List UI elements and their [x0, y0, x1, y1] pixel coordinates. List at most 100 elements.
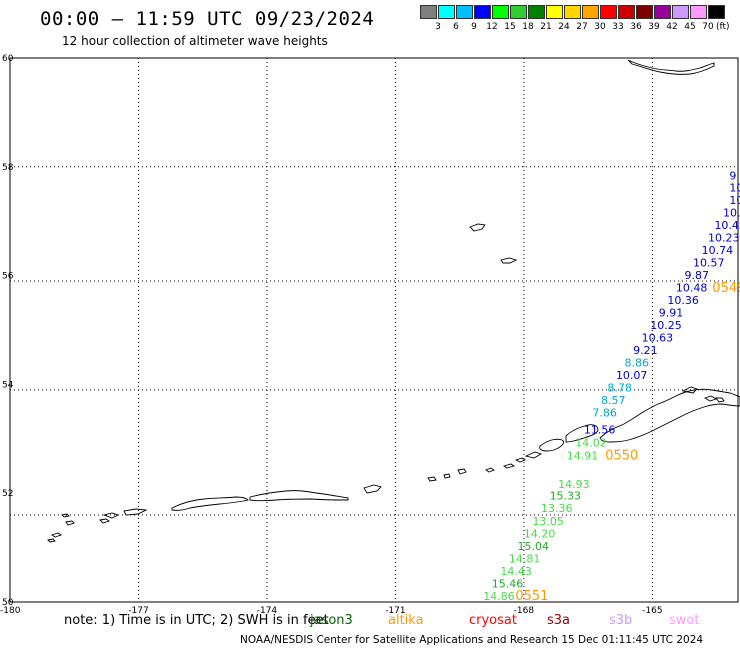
legend-tick-label: 12	[486, 22, 498, 32]
wave-height-value: 14.93	[558, 478, 590, 491]
coastline-islands-of-four-mountains	[427, 468, 467, 482]
legend-tick-label: 9	[471, 22, 477, 32]
wave-height-value: 10.48	[676, 281, 708, 294]
wave-height-value: 8.86	[625, 356, 650, 369]
wave-height-value: 8.78	[607, 381, 632, 394]
legend-tick-label: 3	[435, 22, 441, 32]
wave-height-value: 9.91	[659, 306, 684, 319]
satellite-label: swot	[669, 613, 700, 628]
coastline	[47, 59, 740, 543]
legend-tick-label: 15	[504, 22, 516, 32]
longitude-label: -174	[257, 606, 278, 616]
satellite-label: altika	[388, 613, 424, 628]
coastline-alaska-peninsula	[599, 388, 740, 443]
wave-height-value: 10.25	[650, 319, 682, 332]
coastline-andreanof	[363, 484, 382, 494]
legend-unit: (ft)	[716, 22, 730, 32]
satellite-label: s3a	[547, 613, 571, 628]
legend-swatch	[546, 5, 563, 19]
wave-height-value: 9.21	[633, 344, 658, 357]
wave-height-value: 10.	[729, 181, 740, 194]
satellite-label: cryosat	[469, 613, 517, 628]
wave-height-value: 15.46	[492, 577, 524, 590]
wave-height-value: 14.86	[483, 590, 515, 603]
wave-height-value: 15.04	[517, 540, 549, 553]
legend-swatch	[510, 5, 527, 19]
longitude-label: -165	[642, 606, 662, 616]
latitude-label: 60	[2, 54, 14, 64]
legend-swatch	[492, 5, 509, 19]
wave-height-value: 10.63	[642, 331, 674, 344]
latitude-label: 54	[2, 380, 14, 390]
wave-height-value: 10.5	[729, 194, 740, 207]
latitude-label: 52	[2, 489, 13, 499]
wave-height-value: 14.02	[575, 436, 607, 449]
wave-height-value: 7.86	[592, 406, 617, 419]
footer-credit: NOAA/NESDIS Center for Satellite Applica…	[240, 634, 704, 646]
legend-swatch	[420, 5, 437, 19]
wave-height-value: 13.36	[541, 502, 573, 515]
pass-time-label: 0551	[515, 589, 548, 604]
color-legend: 3 6 9 12 15 18 21 24 27 30 33 36 39 42 45 70 (ft)	[420, 5, 730, 35]
map-grid: 60 58 56 54 52 50-180 -177 -174 -171 -168 -165	[0, 54, 739, 616]
coastline-unalaska	[565, 424, 599, 443]
longitude-label: -177	[128, 606, 148, 616]
longitude-label: -168	[514, 606, 535, 616]
legend-tick-label: 39	[648, 22, 660, 32]
legend-tick-label: 33	[612, 22, 624, 32]
legend-tick-label: 36	[630, 22, 642, 32]
legend-swatch	[654, 5, 671, 19]
legend-tick-label: 27	[576, 22, 588, 32]
wave-height-value: 14.91	[567, 449, 599, 462]
wave-height-value: 10.74	[702, 244, 734, 257]
legend-tick-label: 42	[666, 22, 678, 32]
legend-tick-label: 30	[594, 22, 606, 32]
latitude-label: 58	[2, 163, 14, 173]
coastline-umnak	[539, 438, 565, 452]
legend-tick-label: 21	[540, 22, 552, 32]
wave-height-value: 10.36	[667, 294, 699, 307]
coastline-western-chain	[171, 496, 249, 511]
wave-height-value: 9.87	[684, 269, 709, 282]
legend-swatch	[456, 5, 473, 19]
coastline-st-paul-island	[469, 223, 486, 232]
legend-swatch	[618, 5, 635, 19]
legend-tick-label: 70	[702, 22, 714, 32]
wave-height-value: 11.56	[584, 423, 616, 436]
wave-height-value: 9	[729, 169, 736, 182]
legend-swatch	[438, 5, 455, 19]
wave-height-value: 10.43	[714, 219, 740, 232]
latitude-label: 50	[2, 598, 14, 608]
legend-swatch	[636, 5, 653, 19]
chart-title: 00:00 – 11:59 UTC 09/23/2024	[40, 8, 375, 30]
pass-time-label: 0549	[712, 281, 740, 296]
coastline-rat-near-islands	[249, 490, 349, 502]
legend-tick-label: 6	[453, 22, 459, 32]
longitude-label: -171	[385, 606, 405, 616]
legend-tick-label: 18	[522, 22, 534, 32]
wave-height-value: 14.20	[524, 527, 556, 540]
wave-height-value: 13.05	[532, 515, 564, 528]
coastline-peninsula-islets	[681, 386, 725, 403]
wave-height-value: 10.24	[723, 206, 740, 219]
legend-tick-label: 45	[684, 22, 696, 32]
coastline-nunivak	[627, 59, 715, 75]
map-frame	[9, 57, 739, 603]
legend-swatch	[582, 5, 599, 19]
coastline-west-islets	[47, 508, 148, 543]
chart-subtitle: 12 hour collection of altimeter wave hei…	[62, 34, 328, 48]
legend-swatch	[528, 5, 545, 19]
legend-swatch	[564, 5, 581, 19]
satellite-label: jason3	[310, 613, 353, 628]
wave-height-value: 10.23	[708, 231, 740, 244]
legend-swatch	[474, 5, 491, 19]
coastline-st-george-island	[500, 257, 518, 264]
legend-tick-label: 24	[558, 22, 570, 32]
wave-height-value: 15.33	[550, 490, 582, 503]
satellite-label: s3b	[609, 613, 633, 628]
latitude-label: 56	[2, 272, 14, 282]
wave-height-value: 14.43	[500, 565, 532, 578]
pass-time-label: 0550	[605, 448, 638, 463]
wave-height-value: 10.57	[693, 256, 725, 269]
